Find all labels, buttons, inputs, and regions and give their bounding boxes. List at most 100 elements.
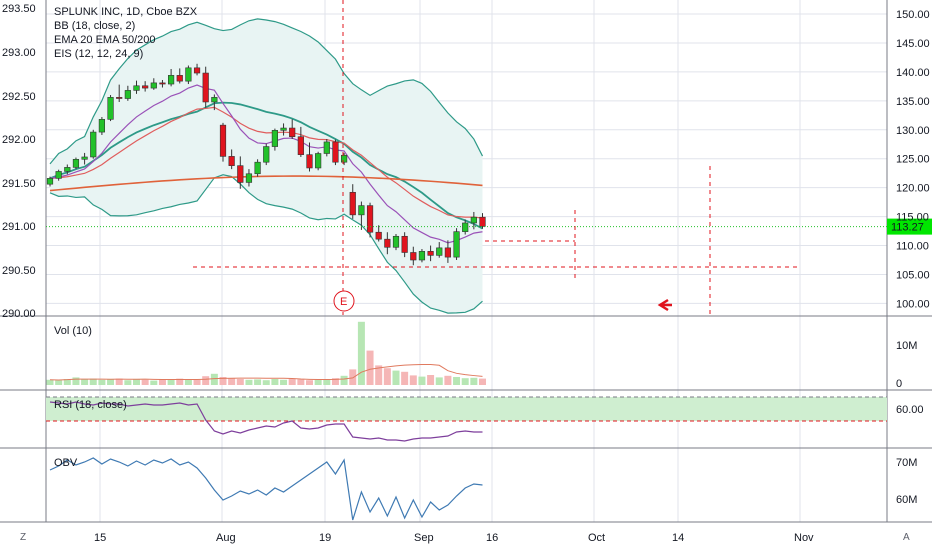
candle-body [185,67,192,82]
volume-bar [254,379,262,385]
volume-bar [323,379,331,385]
candle-body [107,97,114,120]
right-axis-tick: 145.00 [896,38,930,50]
volume-bar [245,379,253,385]
volume-bar [46,379,54,385]
volume-pane-label[interactable]: Vol (10) [54,325,92,337]
volume-bar [306,380,313,385]
candle-body [479,216,486,227]
volume-bar [297,379,305,385]
left-axis-tick: 291.50 [2,178,36,190]
volume-bar [55,380,63,385]
candle-body [133,85,140,91]
candle-body [427,251,434,256]
candle-body [401,235,408,253]
right-axis-tick: 140.00 [896,67,930,79]
volume-bar [349,369,357,385]
volume-bar [392,370,400,385]
volume-bar [81,379,89,385]
x-axis-tick: Nov [794,532,814,544]
right-axis-tick: 125.00 [896,154,930,166]
candle-body [349,191,356,216]
candle-body [142,85,149,89]
bb-fill-area [50,18,483,314]
volume-bar [470,377,478,385]
candle-body [470,216,477,224]
volume-bar [444,375,452,385]
volume-bar [98,379,106,385]
chart-axes: 113.27 293.50 293.00 292.50 292.00 291.50 291.… [2,3,932,544]
left-axis-tick: 292.00 [2,134,36,146]
ema50-line [49,84,483,244]
legend-ema[interactable]: EMA 20 EMA 50/200 [54,34,156,46]
rsi-pane-label[interactable]: RSI (18, close) [54,399,127,411]
candle-body [315,153,322,169]
volume-bar [89,378,97,385]
ema200-line [49,175,483,192]
candle-body [46,178,54,185]
volume-bar [357,321,365,385]
legend-title[interactable]: SPLUNK INC, 1D, Cboe BZX [54,6,198,18]
candle-body [289,127,296,138]
right-axis-tick: 115.00 [896,212,929,224]
volume-bar [375,365,383,385]
candle-body [228,156,235,166]
candle-body [55,171,62,179]
candle-body [444,247,452,258]
candle-body [254,161,261,175]
volume-bar [383,368,391,385]
volume-bar [176,378,184,385]
candle-body [72,158,80,168]
last-price-label: 113.27 [891,222,924,234]
right-axis-tick: 120.00 [896,183,930,195]
bb-lower-line [49,174,483,314]
volume-bar [340,375,348,385]
left-axis-tick: 293.00 [2,47,36,59]
volume-bar [158,379,166,385]
legend-eis[interactable]: EIS (12, 12, 24, 9) [54,48,144,60]
rsi-axis-tick: 60.00 [896,404,924,416]
chart-legend: SPLUNK INC, 1D, Cboe BZX BB (18, close, … [54,5,197,61]
right-axis-tick: 100.00 [896,298,930,310]
obv-line [49,457,483,521]
candle-body [98,119,105,133]
volume-bar [72,377,80,385]
volume-bar [331,378,339,385]
x-axis-tick: Aug [216,532,236,544]
volume-pane [46,321,486,385]
volume-bar [210,373,218,385]
volume-bar [141,379,149,385]
candle-body [366,205,374,233]
candle-body [323,141,330,154]
bollinger-band-fill [50,18,483,314]
left-axis-tick: 290.50 [2,265,36,277]
left-axis-tick: 293.50 [2,3,36,15]
volume-axis-tick: 10M [896,340,917,352]
timezone-button[interactable]: Z [20,532,27,543]
candle-body [211,97,218,103]
volume-bar [435,377,443,385]
volume-bar [193,379,201,385]
right-axis-tick: 150.00 [896,9,930,21]
volume-bar [461,378,469,385]
projection-overlay: E [46,0,887,315]
volume-bar [366,350,374,385]
earnings-marker-label: E [340,296,347,308]
volume-bar [479,378,486,385]
volume-bar [124,380,132,385]
x-axis-tick: Oct [588,532,605,544]
ema20-line [49,106,483,219]
candle-body [81,156,88,160]
x-axis-tick: 15 [94,532,106,544]
volume-bar [418,376,426,385]
volume-bar [228,378,236,385]
candle-body [392,235,400,248]
candle-body [90,131,97,158]
x-axis-tick: 16 [486,532,498,544]
obv-pane-label[interactable]: OBV [54,457,78,469]
auto-scale-button[interactable]: A [903,532,910,543]
volume-bar [133,379,140,385]
bb-upper-line [49,18,484,165]
legend-bollinger[interactable]: BB (18, close, 2) [54,20,136,32]
